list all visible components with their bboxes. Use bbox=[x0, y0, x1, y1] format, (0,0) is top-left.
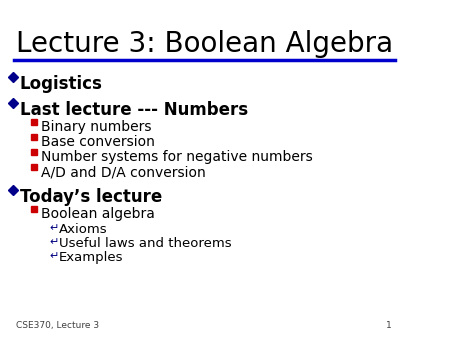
Text: Base conversion: Base conversion bbox=[41, 135, 155, 149]
Text: ↵: ↵ bbox=[50, 223, 59, 233]
Text: Useful laws and theorems: Useful laws and theorems bbox=[59, 237, 231, 250]
Text: Boolean algebra: Boolean algebra bbox=[41, 207, 155, 221]
Text: CSE370, Lecture 3: CSE370, Lecture 3 bbox=[16, 321, 99, 330]
Text: Binary numbers: Binary numbers bbox=[41, 120, 151, 134]
Text: Today’s lecture: Today’s lecture bbox=[20, 188, 162, 206]
Text: Lecture 3: Boolean Algebra: Lecture 3: Boolean Algebra bbox=[16, 30, 393, 58]
Text: A/D and D/A conversion: A/D and D/A conversion bbox=[41, 165, 206, 179]
Text: Examples: Examples bbox=[59, 251, 123, 264]
Text: Last lecture --- Numbers: Last lecture --- Numbers bbox=[20, 101, 248, 119]
Text: ↵: ↵ bbox=[50, 251, 59, 261]
Text: Number systems for negative numbers: Number systems for negative numbers bbox=[41, 150, 312, 164]
Text: ↵: ↵ bbox=[50, 237, 59, 247]
Text: 1: 1 bbox=[386, 321, 392, 330]
Text: Logistics: Logistics bbox=[20, 75, 103, 93]
Text: Axioms: Axioms bbox=[59, 223, 108, 236]
